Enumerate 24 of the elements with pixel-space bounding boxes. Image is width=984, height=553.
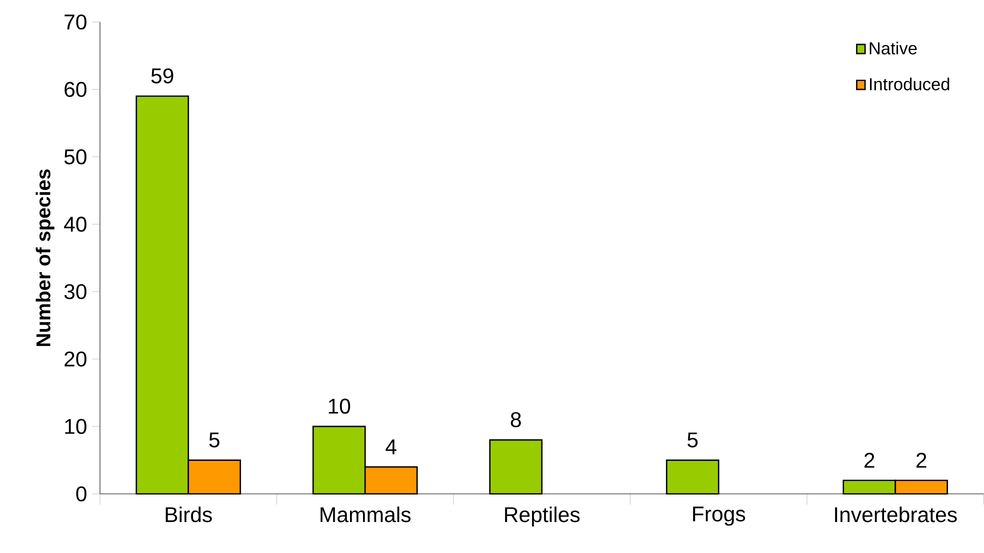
data-label: 8 [510,412,521,428]
x-tick-label: Reptiles [505,506,580,527]
data-label: 5 [209,432,220,448]
x-tick-label: Invertebrates [835,506,957,522]
y-axis-title: Number of species [36,169,54,346]
y-tick-label: 10 [65,418,86,434]
y-tick-label: 40 [64,216,86,232]
data-label: 59 [151,68,174,84]
y-tick-label: 60 [64,82,86,98]
y-tick-label: 20 [64,352,86,367]
legend-label: Introduced [870,78,950,90]
y-tick-label: 30 [64,284,86,300]
data-label: 2 [864,452,874,468]
x-tick-label: Birds [166,506,212,522]
data-label: 5 [688,432,698,448]
x-tick-label: Frogs [693,506,746,526]
y-tick-label: 70 [64,14,86,30]
legend-label: Native [870,42,917,55]
data-label: 10 [328,398,350,414]
y-tick-label: 0 [76,486,86,502]
data-label: 2 [916,452,926,468]
x-tick-label: Mammals [320,506,411,522]
y-tick-label: 50 [64,149,86,164]
data-label: 4 [386,440,396,454]
